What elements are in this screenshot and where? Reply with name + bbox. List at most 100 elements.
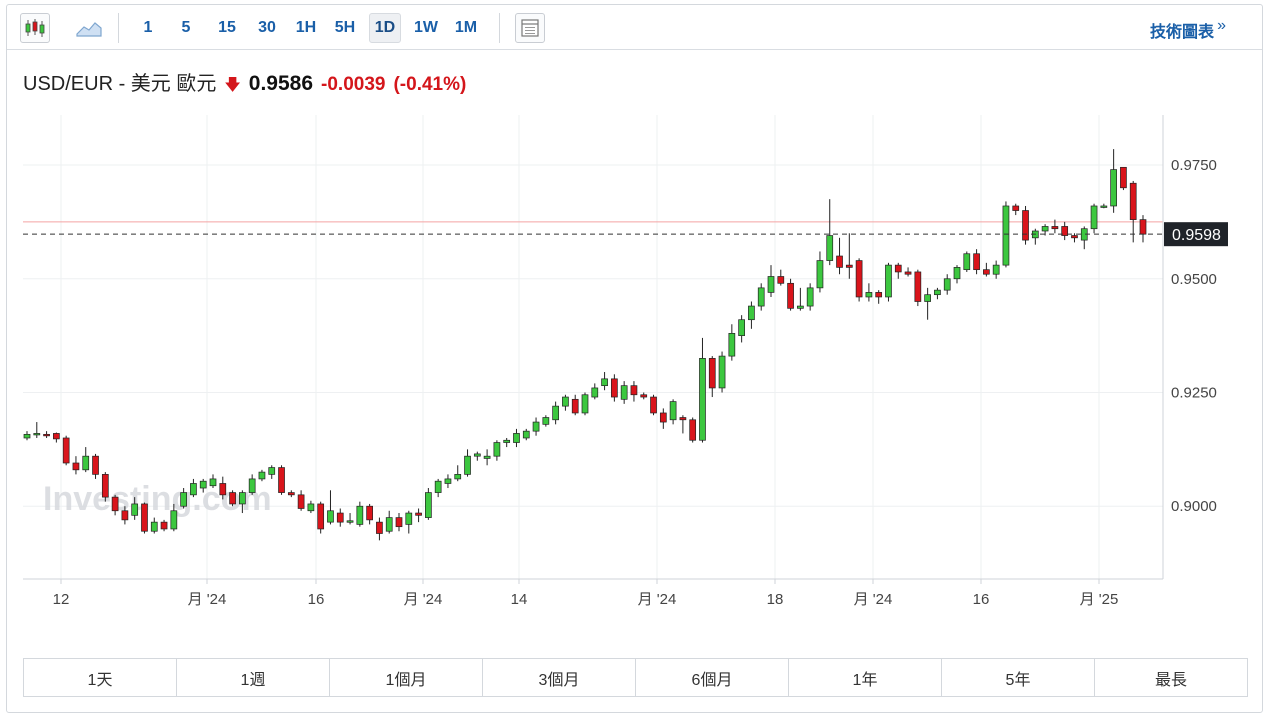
technical-chart-link[interactable]: 技術圖表 [1149,24,1214,41]
range-1m[interactable]: 1個月 [330,659,483,696]
chart-toolbar: 1 5 15 30 1H 5H 1D 1W 1M 技術圖表 » [7,5,1262,50]
candle-body [826,235,834,261]
investing-watermark: Investing.com [43,480,272,518]
candle-body [121,510,129,521]
interval-5[interactable]: 5 [181,19,191,36]
candle-body [503,439,511,443]
y-tick-label: 0.9500 [1171,271,1217,288]
candle-body [591,387,599,398]
candle-body [767,276,775,293]
candle-body [258,471,266,480]
chart-widget: 1 5 15 30 1H 5H 1D 1W 1M 技術圖表 » USD/EUR … [6,4,1263,713]
x-tick-label: 月 '24 [404,591,443,608]
candle-body [953,267,961,280]
candle-body [473,453,481,457]
candle-body [581,394,589,414]
range-1y[interactable]: 1年 [789,659,942,696]
candle-body [425,492,432,518]
candle-body [268,467,276,475]
x-tick-label: 18 [767,591,784,608]
candle-body [434,480,442,493]
x-tick-label: 14 [511,591,528,608]
interval-1m[interactable]: 1M [454,19,478,36]
candle-body [571,398,579,414]
candle-body [278,467,285,493]
candle-body [669,401,677,421]
range-1d[interactable]: 1天 [24,659,177,696]
candle-body [23,433,31,439]
candle-body [1071,235,1078,239]
candle-body [101,474,109,498]
candle-body [904,271,912,275]
candle-body [542,417,550,425]
x-tick-label: 月 '24 [854,591,893,608]
range-3m[interactable]: 3個月 [483,659,636,696]
candle-body [72,462,80,471]
area-chart-icon[interactable] [71,13,107,43]
candle-body [248,478,256,493]
candle-body [415,512,422,516]
range-6m[interactable]: 6個月 [636,659,789,696]
candle-body [1110,169,1117,207]
last-price-label: 0.9598 [1172,227,1221,244]
price-change-percent: (-0.41%) [393,74,467,95]
candle-body [356,505,364,525]
candle-body [934,289,941,296]
candle-body [33,433,41,436]
candle-series [23,149,1147,541]
interval-1h[interactable]: 1H [295,19,317,36]
candle-body [797,305,804,309]
candle-body [630,385,638,396]
candle-body [679,417,687,421]
range-max[interactable]: 最長 [1154,671,1187,689]
x-tick-label: 月 '24 [638,591,677,608]
interval-1d[interactable]: 1D [369,13,401,43]
interval-30[interactable]: 30 [258,19,276,36]
chart-axes: 0.9000 0.9250 0.9500 0.9750 12 月 '24 16 月 '24 14… [23,115,1228,608]
candle-body [973,253,980,271]
candle-body [287,492,295,496]
candle-body [1002,205,1010,266]
candle-body [552,405,559,421]
instrument-name: USD/EUR - 美元 歐元 [23,73,217,95]
x-tick-label: 16 [973,591,990,608]
candle-body [53,433,60,440]
range-5y[interactable]: 5年 [942,659,1095,696]
candle-body [865,292,873,298]
last-price-tag [1164,222,1228,247]
candle-body [1139,219,1147,235]
candle-body [787,282,794,309]
candle-body [738,319,745,336]
candle-body [1061,226,1069,236]
interval-15[interactable]: 15 [218,19,236,36]
candle-body [444,478,452,484]
candle-body [816,260,824,289]
candle-body [464,455,471,475]
candle-body [562,396,569,407]
candle-body [346,520,354,523]
candle-body [611,378,618,398]
candle-body [689,419,697,441]
candle-body [894,264,902,273]
candle-body [728,333,736,357]
candle-body [405,512,413,525]
interval-5h[interactable]: 5H [334,19,356,36]
candle-body [190,483,197,496]
double-chevron-right-icon[interactable]: » [1217,17,1226,34]
candlestick-chart-icon[interactable] [20,13,50,43]
candle-body [376,521,383,534]
candle-body [336,512,344,523]
candle-body [327,510,334,523]
interval-1[interactable]: 1 [143,19,153,36]
candle-body [141,503,148,532]
interval-1w[interactable]: 1W [414,19,438,36]
candle-body [62,437,70,464]
range-1w[interactable]: 1週 [177,659,330,696]
quote-header: USD/EUR - 美元 歐元 🡇 0.9586 -0.0039 (-0.41%… [23,67,466,97]
candlestick-chart[interactable]: Investing.com 0.9000 0.9250 0.9500 0.9750 12… [7,5,1264,650]
table-view-icon[interactable] [515,13,545,43]
candle-body [92,455,99,475]
candle-body [914,271,922,302]
y-tick-label: 0.9000 [1171,498,1217,515]
candle-body [1012,205,1020,211]
